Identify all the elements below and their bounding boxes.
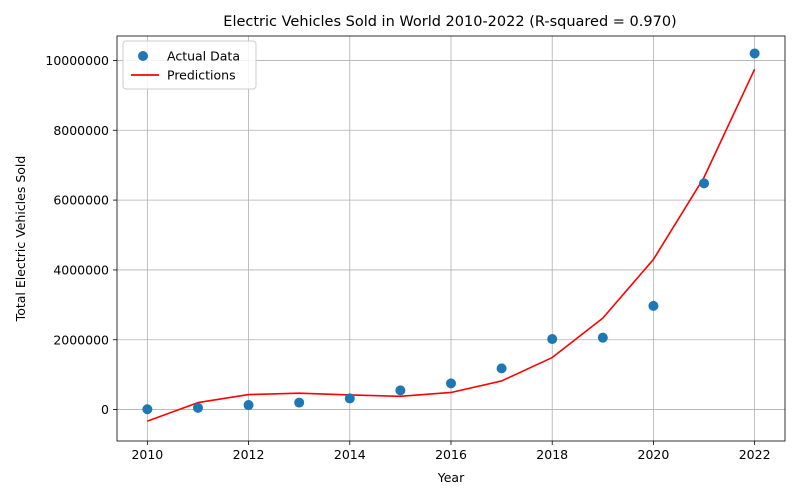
predictions-series <box>147 68 756 422</box>
x-tick-label: 2020 <box>638 447 670 462</box>
y-tick-label: 0 <box>101 402 109 417</box>
x-tick-label: 2012 <box>233 447 265 462</box>
actual-data-point <box>395 385 406 396</box>
x-tick-label: 2010 <box>131 447 163 462</box>
y-tick-label: 6000000 <box>53 193 109 208</box>
actual-data-point <box>446 378 456 389</box>
x-tick-label: 2018 <box>536 447 568 462</box>
legend-label-actual-data: Actual Data <box>167 49 240 64</box>
y-tick-label: 8000000 <box>53 123 109 138</box>
actual-data-series <box>142 48 760 415</box>
actual-data-point <box>294 397 305 408</box>
actual-data-point <box>699 178 710 189</box>
legend: Actual Data Predictions <box>122 40 257 90</box>
actual-data-point <box>749 48 760 59</box>
x-tick-label: 2014 <box>334 447 366 462</box>
y-tick-label: 2000000 <box>53 332 109 347</box>
actual-data-point <box>243 400 254 411</box>
actual-data-point <box>142 404 153 415</box>
y-tick-label: 4000000 <box>53 262 109 277</box>
x-axis-ticks: 2010 2012 2014 2016 2018 2020 2022 <box>131 441 771 462</box>
actual-data-point <box>344 393 355 404</box>
predictions-line <box>147 68 756 422</box>
actual-data-point <box>496 363 507 374</box>
y-tick-label: 10000000 <box>45 53 109 68</box>
y-axis-label: Total Electric Vehicles Sold <box>13 156 28 323</box>
actual-data-point <box>547 334 558 345</box>
legend-label-predictions: Predictions <box>167 68 236 83</box>
actual-data-point <box>597 332 608 343</box>
actual-data-point <box>192 402 203 413</box>
x-tick-label: 2016 <box>435 447 467 462</box>
chart-title: Electric Vehicles Sold in World 2010-202… <box>223 14 676 30</box>
x-tick-label: 2022 <box>739 447 771 462</box>
x-axis-label: Year <box>437 470 465 485</box>
legend-marker-actual-data <box>138 51 148 61</box>
legend-box <box>122 40 257 90</box>
y-axis-ticks: 0 2000000 4000000 6000000 8000000 10000000 <box>45 53 117 417</box>
grid <box>117 36 785 441</box>
actual-data-point <box>648 300 659 311</box>
